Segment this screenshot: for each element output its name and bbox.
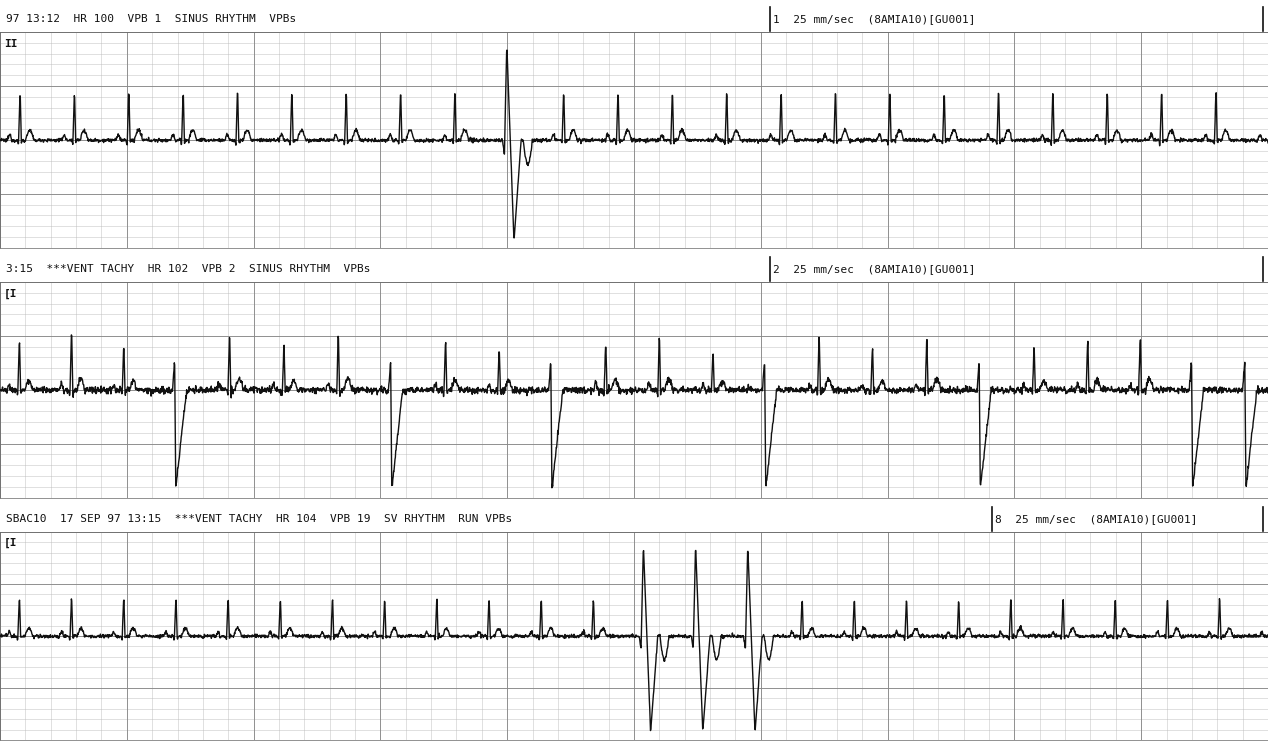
- Text: II: II: [4, 39, 18, 48]
- Text: [I: [I: [4, 289, 18, 298]
- Text: 97 13:12  HR 100  VPB 1  SINUS RHYTHM  VPBs: 97 13:12 HR 100 VPB 1 SINUS RHYTHM VPBs: [6, 14, 297, 25]
- Text: SBAC10  17 SEP 97 13:15  ***VENT TACHY  HR 104  VPB 19  SV RHYTHM  RUN VPBs: SBAC10 17 SEP 97 13:15 ***VENT TACHY HR …: [6, 514, 512, 524]
- Text: 1  25 mm/sec  (8AMIA10)[GU001]: 1 25 mm/sec (8AMIA10)[GU001]: [773, 14, 976, 25]
- Text: 3:15  ***VENT TACHY  HR 102  VPB 2  SINUS RHYTHM  VPBs: 3:15 ***VENT TACHY HR 102 VPB 2 SINUS RH…: [6, 264, 370, 275]
- Text: 8  25 mm/sec  (8AMIA10)[GU001]: 8 25 mm/sec (8AMIA10)[GU001]: [995, 514, 1198, 524]
- Text: [I: [I: [4, 538, 18, 548]
- Text: 2  25 mm/sec  (8AMIA10)[GU001]: 2 25 mm/sec (8AMIA10)[GU001]: [773, 264, 976, 275]
